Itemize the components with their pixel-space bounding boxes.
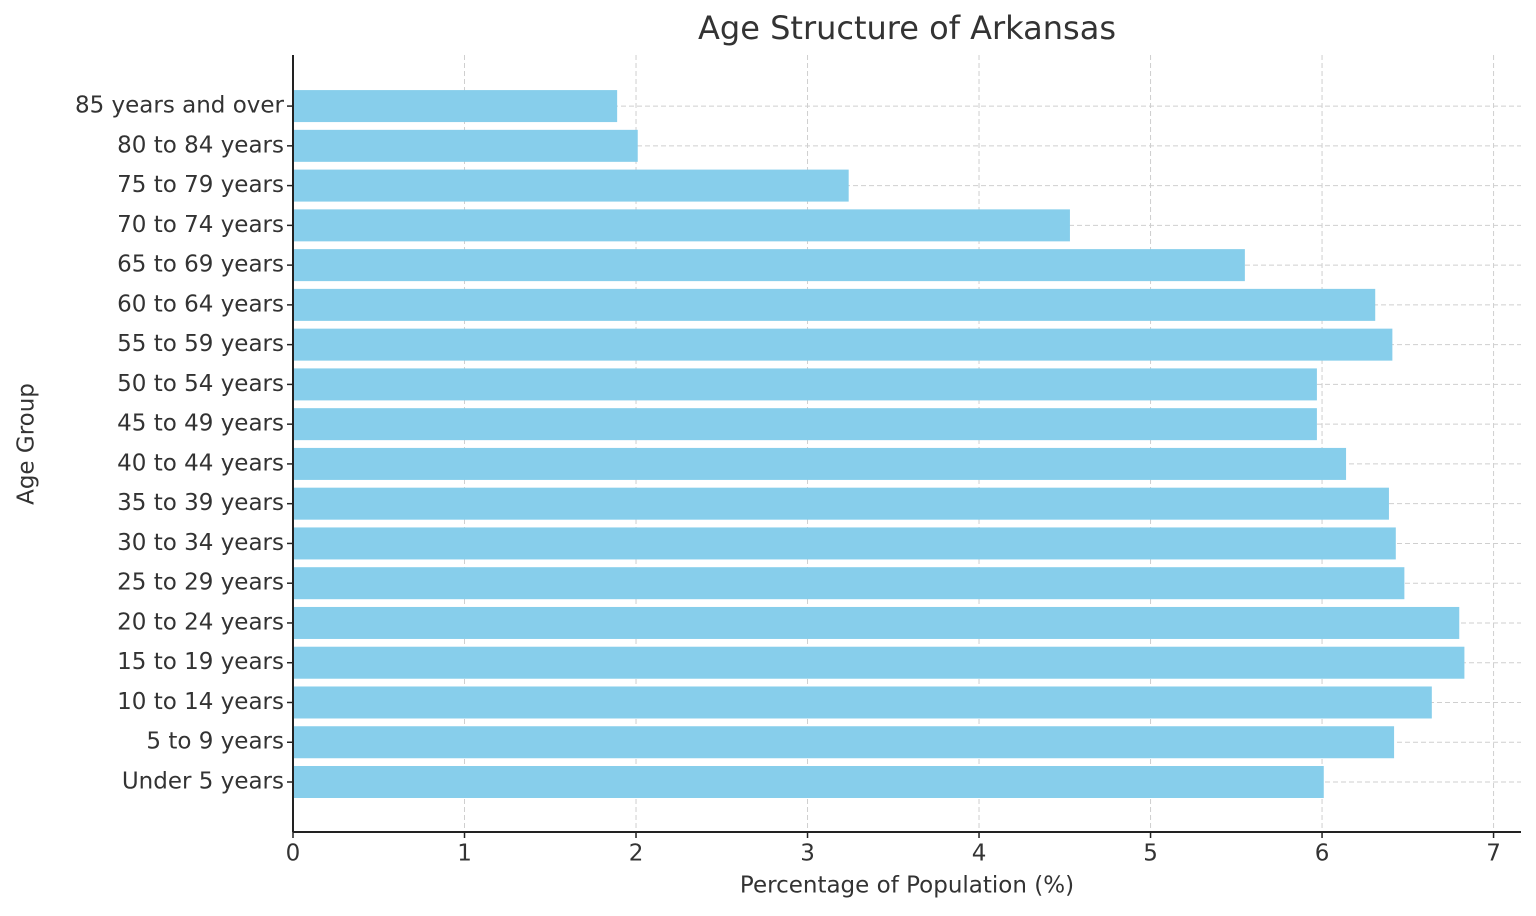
bar — [293, 249, 1245, 282]
x-tick-label: 4 — [972, 841, 987, 867]
y-tick-label: 55 to 59 years — [117, 331, 284, 357]
y-axis-label: Age Group — [14, 383, 40, 505]
bar — [293, 368, 1317, 401]
bar — [293, 567, 1405, 600]
bar — [293, 646, 1465, 679]
y-tick-label: 85 years and over — [75, 93, 285, 119]
y-tick-label: 25 to 29 years — [117, 570, 284, 596]
bar — [293, 328, 1393, 361]
y-tick-label: 65 to 69 years — [117, 252, 284, 278]
y-tick-label: 15 to 19 years — [117, 649, 284, 675]
bar — [293, 487, 1389, 520]
x-tick-label: 5 — [1143, 841, 1158, 867]
y-tick-label: 70 to 74 years — [117, 212, 284, 238]
bar — [293, 686, 1432, 719]
bar — [293, 129, 638, 162]
bar — [293, 606, 1460, 639]
x-tick-label: 1 — [457, 841, 472, 867]
bar — [293, 447, 1347, 480]
bar — [293, 288, 1376, 321]
bar — [293, 209, 1070, 242]
y-tick-label: 50 to 54 years — [117, 371, 284, 397]
y-tick-label: 5 to 9 years — [146, 729, 284, 755]
x-tick-label: 2 — [629, 841, 644, 867]
chart-title: Age Structure of Arkansas — [698, 9, 1116, 47]
x-tick-label: 3 — [800, 841, 815, 867]
y-tick-label: 30 to 34 years — [117, 530, 284, 556]
bar — [293, 766, 1324, 798]
y-tick-label: 80 to 84 years — [117, 132, 284, 158]
y-tick-label: 35 to 39 years — [117, 490, 284, 516]
x-tick-label: 6 — [1315, 841, 1330, 867]
y-tick-label: 20 to 24 years — [117, 609, 284, 635]
y-tick-label: Under 5 years — [122, 769, 284, 795]
y-tick-label: 60 to 64 years — [117, 291, 284, 317]
bar — [293, 527, 1396, 560]
bar — [293, 408, 1317, 441]
bar — [293, 169, 849, 202]
x-tick-label: 0 — [286, 841, 301, 867]
y-tick-label: 40 to 44 years — [117, 450, 284, 476]
y-tick-label: 45 to 49 years — [117, 411, 284, 437]
bar — [293, 90, 618, 123]
y-tick-label: 75 to 79 years — [117, 172, 284, 198]
bar — [293, 726, 1395, 759]
y-tick-label: 10 to 14 years — [117, 689, 284, 715]
x-tick-label: 7 — [1486, 841, 1501, 867]
x-axis-label: Percentage of Population (%) — [740, 873, 1074, 899]
